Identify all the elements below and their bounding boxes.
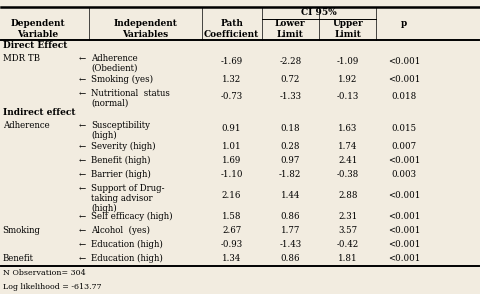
Text: Benefit: Benefit xyxy=(2,254,34,263)
Text: 0.018: 0.018 xyxy=(391,92,417,101)
Text: ←: ← xyxy=(78,156,86,165)
Text: <0.001: <0.001 xyxy=(388,57,420,66)
Text: Lower
Limit: Lower Limit xyxy=(275,19,306,39)
Text: Adherence
(Obedient): Adherence (Obedient) xyxy=(91,54,138,73)
Text: ←: ← xyxy=(78,121,86,130)
Text: -0.93: -0.93 xyxy=(221,240,243,249)
Text: 1.69: 1.69 xyxy=(222,156,241,165)
Text: 2.31: 2.31 xyxy=(338,212,357,221)
Text: 3.57: 3.57 xyxy=(338,226,357,235)
Text: 0.86: 0.86 xyxy=(280,254,300,263)
Text: -0.73: -0.73 xyxy=(221,92,243,101)
Text: Direct Effect: Direct Effect xyxy=(2,41,67,50)
Text: -1.09: -1.09 xyxy=(336,57,359,66)
Text: <0.001: <0.001 xyxy=(388,191,420,200)
Text: -1.82: -1.82 xyxy=(279,170,301,179)
Text: 0.28: 0.28 xyxy=(280,142,300,151)
Text: Alcohol  (yes): Alcohol (yes) xyxy=(91,226,150,235)
Text: Education (high): Education (high) xyxy=(91,240,163,249)
Text: <0.001: <0.001 xyxy=(388,254,420,263)
Text: ←: ← xyxy=(78,184,86,193)
Text: Nutritional  status
(normal): Nutritional status (normal) xyxy=(91,88,170,108)
Text: Support of Drug-
taking advisor
(high): Support of Drug- taking advisor (high) xyxy=(91,184,165,213)
Text: 1.74: 1.74 xyxy=(338,142,358,151)
Text: 1.77: 1.77 xyxy=(281,226,300,235)
Text: Smoking (yes): Smoking (yes) xyxy=(91,75,153,84)
Text: 1.92: 1.92 xyxy=(338,75,358,84)
Text: Dependent
Variable: Dependent Variable xyxy=(11,19,65,39)
Text: p: p xyxy=(401,19,407,29)
Text: -1.10: -1.10 xyxy=(220,170,243,179)
Text: Self efficacy (high): Self efficacy (high) xyxy=(91,212,173,221)
Text: 2.67: 2.67 xyxy=(222,226,241,235)
Text: 1.01: 1.01 xyxy=(222,142,241,151)
Text: ←: ← xyxy=(78,88,86,98)
Text: ←: ← xyxy=(78,254,86,263)
Text: 0.18: 0.18 xyxy=(280,124,300,133)
Text: Adherence: Adherence xyxy=(2,121,49,130)
Text: <0.001: <0.001 xyxy=(388,212,420,221)
Text: Barrier (high): Barrier (high) xyxy=(91,170,151,179)
Text: N Observation= 304: N Observation= 304 xyxy=(2,269,85,277)
Text: Smoking: Smoking xyxy=(2,226,41,235)
Text: 2.41: 2.41 xyxy=(338,156,358,165)
Text: 0.003: 0.003 xyxy=(391,170,417,179)
Text: 1.63: 1.63 xyxy=(338,124,357,133)
Text: -0.13: -0.13 xyxy=(336,92,359,101)
Text: Indirect effect: Indirect effect xyxy=(2,108,75,117)
Text: 1.32: 1.32 xyxy=(222,75,241,84)
Text: -2.28: -2.28 xyxy=(279,57,301,66)
Text: Susceptibility
(high): Susceptibility (high) xyxy=(91,121,150,140)
Text: <0.001: <0.001 xyxy=(388,226,420,235)
Text: ←: ← xyxy=(78,54,86,63)
Text: 2.16: 2.16 xyxy=(222,191,241,200)
Text: Benefit (high): Benefit (high) xyxy=(91,156,151,165)
Text: Severity (high): Severity (high) xyxy=(91,142,156,151)
Text: -1.69: -1.69 xyxy=(220,57,243,66)
Text: MDR TB: MDR TB xyxy=(2,54,40,63)
Text: ←: ← xyxy=(78,75,86,83)
Text: -0.38: -0.38 xyxy=(336,170,359,179)
Text: 2.88: 2.88 xyxy=(338,191,358,200)
Text: Upper
Limit: Upper Limit xyxy=(332,19,363,39)
Text: ←: ← xyxy=(78,226,86,235)
Text: 0.015: 0.015 xyxy=(391,124,417,133)
Text: ←: ← xyxy=(78,212,86,221)
Text: 0.007: 0.007 xyxy=(391,142,417,151)
Text: 0.97: 0.97 xyxy=(281,156,300,165)
Text: ←: ← xyxy=(78,170,86,179)
Text: 0.86: 0.86 xyxy=(280,212,300,221)
Text: CI 95%: CI 95% xyxy=(301,8,337,17)
Text: <0.001: <0.001 xyxy=(388,156,420,165)
Text: 0.72: 0.72 xyxy=(281,75,300,84)
Text: 1.58: 1.58 xyxy=(222,212,241,221)
Text: Path
Coefficient: Path Coefficient xyxy=(204,19,259,39)
Text: 1.34: 1.34 xyxy=(222,254,241,263)
Text: ←: ← xyxy=(78,142,86,151)
Text: <0.001: <0.001 xyxy=(388,240,420,249)
Text: -1.43: -1.43 xyxy=(279,240,301,249)
Text: 0.91: 0.91 xyxy=(222,124,241,133)
Text: 1.81: 1.81 xyxy=(338,254,358,263)
Text: Education (high): Education (high) xyxy=(91,254,163,263)
Text: -0.42: -0.42 xyxy=(336,240,359,249)
Text: ←: ← xyxy=(78,240,86,249)
Text: 1.44: 1.44 xyxy=(281,191,300,200)
Text: Independent
Variables: Independent Variables xyxy=(114,19,178,39)
Text: Log likelihood = -613.77: Log likelihood = -613.77 xyxy=(2,283,101,291)
Text: <0.001: <0.001 xyxy=(388,75,420,84)
Text: -1.33: -1.33 xyxy=(279,92,301,101)
